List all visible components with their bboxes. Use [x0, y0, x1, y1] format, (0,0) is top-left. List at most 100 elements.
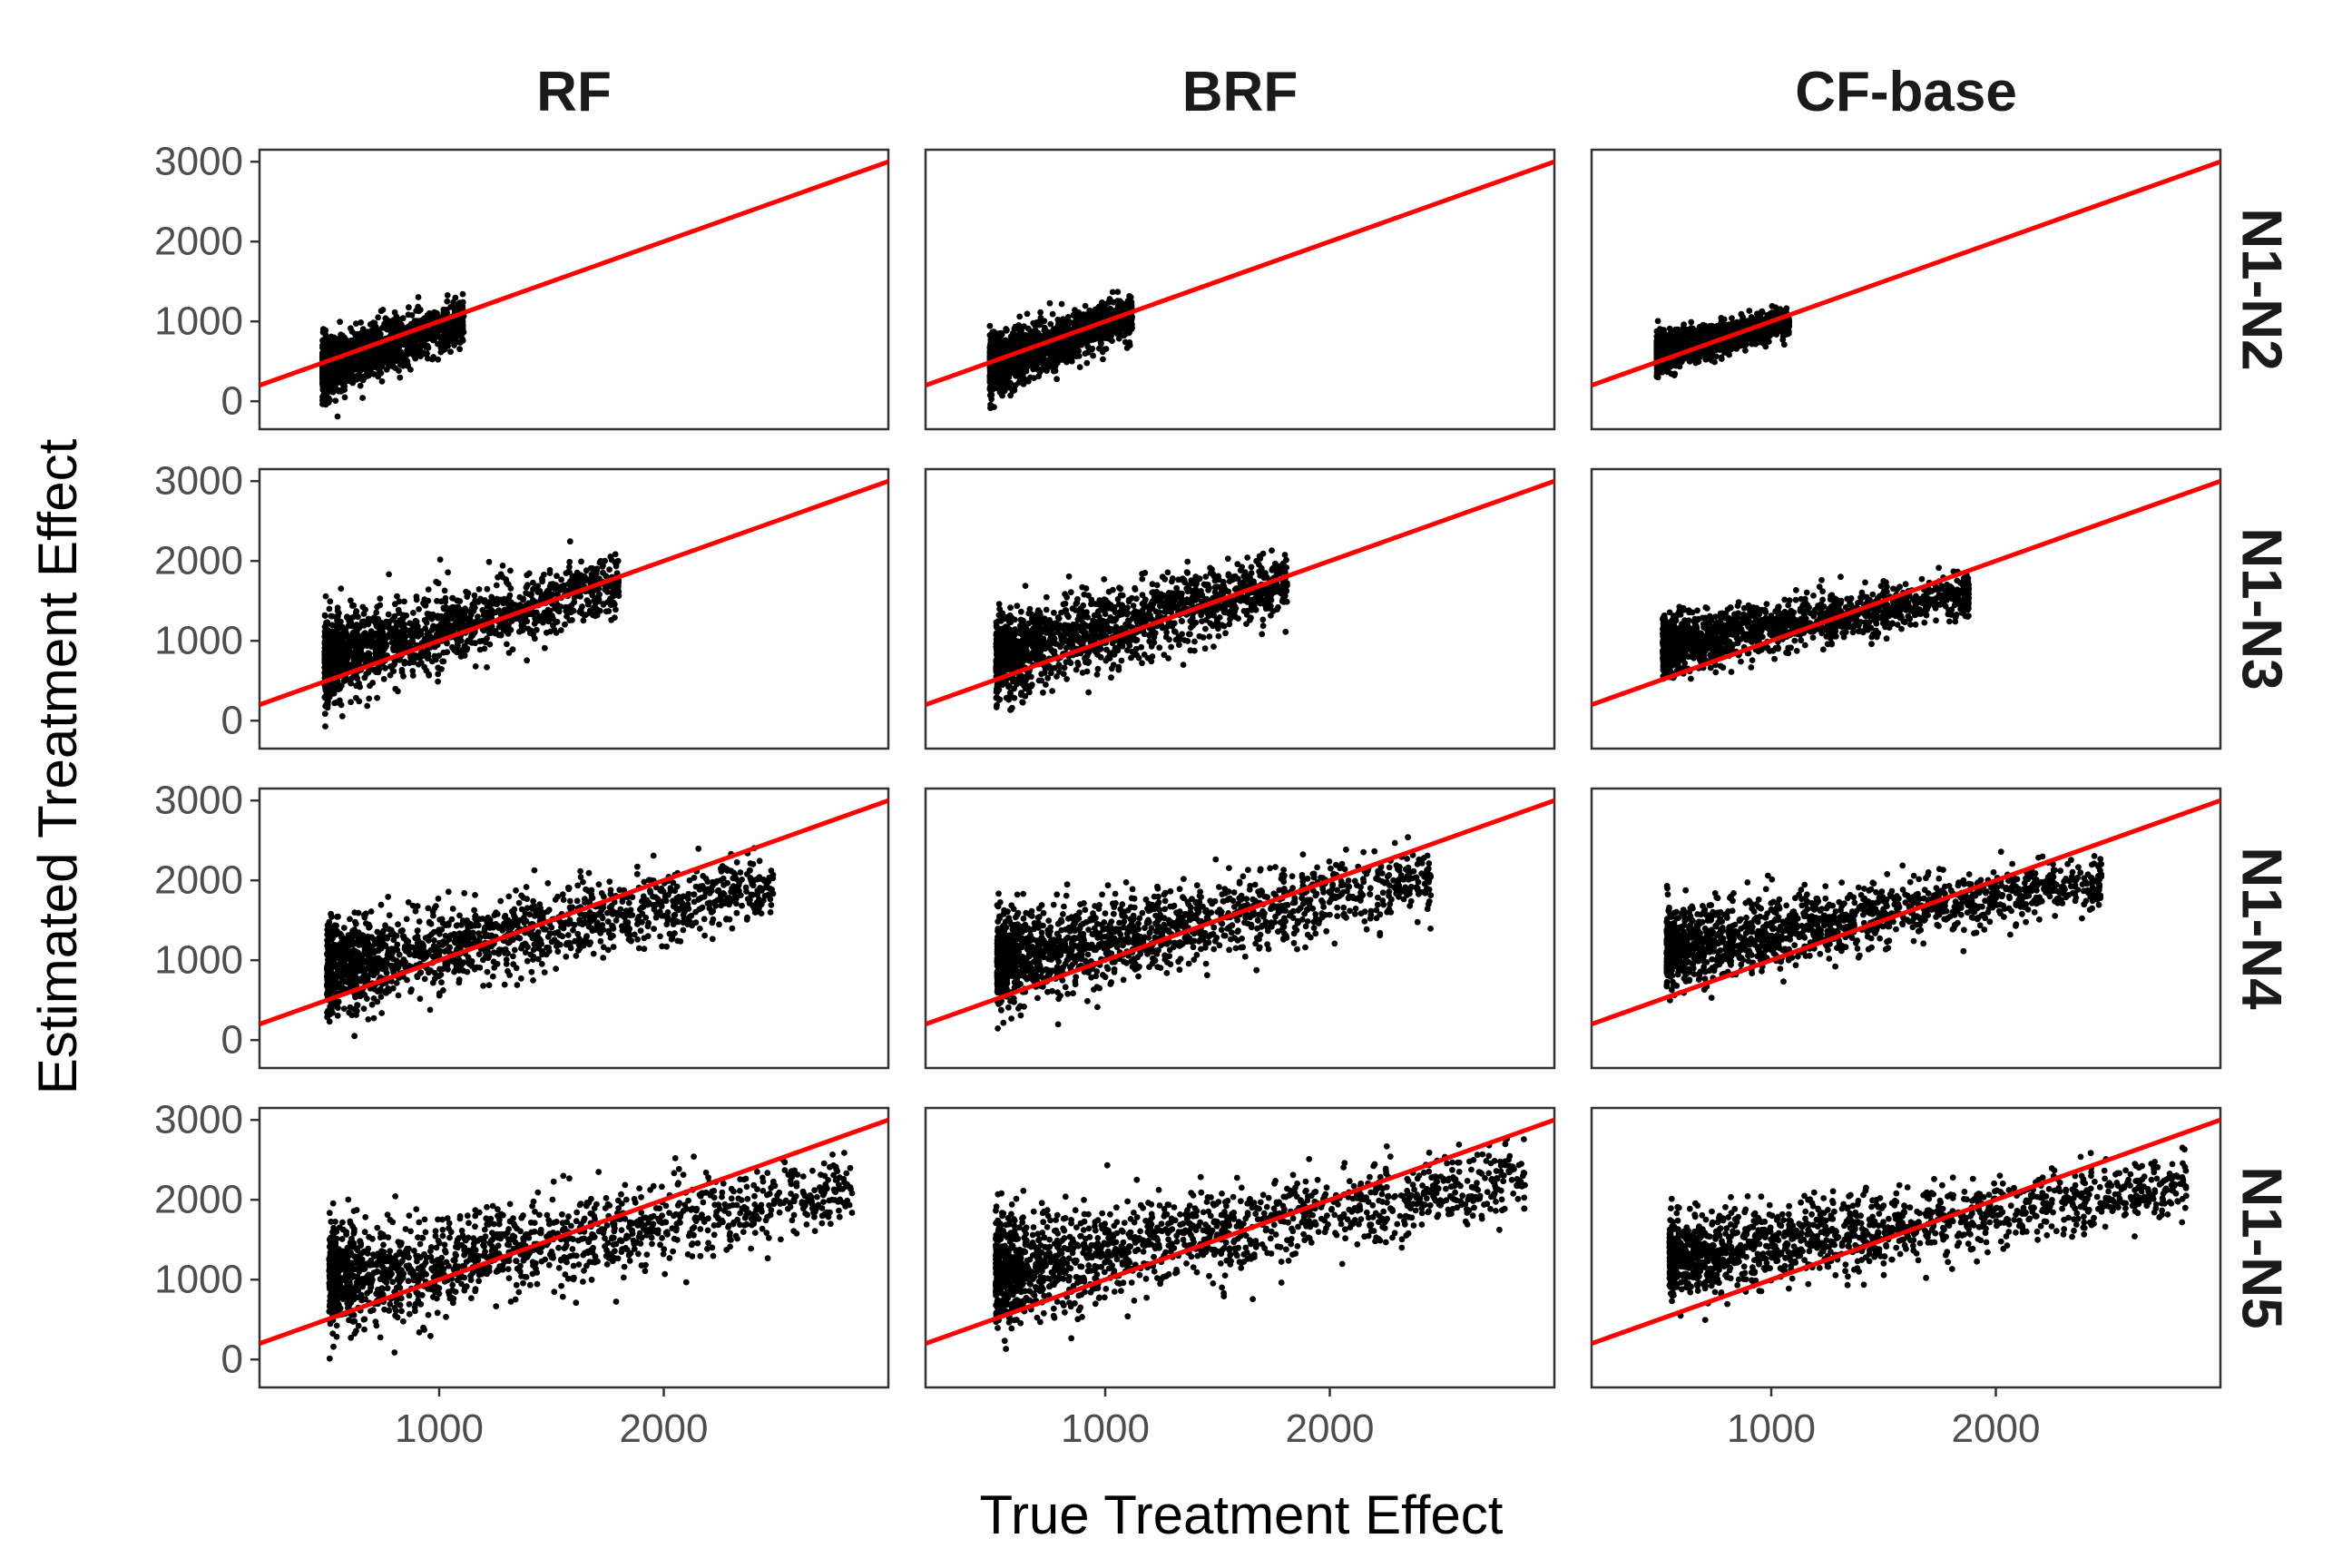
data-point [1093, 309, 1100, 316]
data-point [1685, 329, 1692, 337]
data-point [378, 363, 386, 370]
data-point [988, 396, 995, 403]
data-point [376, 354, 382, 360]
data-point [451, 342, 457, 348]
data-point [1024, 377, 1032, 385]
data-point [334, 413, 341, 420]
data-point [373, 609, 380, 616]
data-point [358, 350, 365, 358]
data-point [365, 328, 371, 336]
data-point [371, 319, 378, 327]
data-point [450, 299, 456, 306]
data-point [596, 591, 603, 598]
data-point [378, 377, 386, 385]
data-point [452, 335, 459, 342]
data-point [410, 610, 416, 616]
data-point [1128, 302, 1135, 309]
data-point [1035, 337, 1042, 344]
data-point [1020, 381, 1027, 387]
data-point [1666, 325, 1673, 332]
data-point [359, 395, 366, 401]
data-point [1037, 309, 1044, 316]
data-point [1002, 337, 1009, 344]
data-point [1046, 299, 1054, 307]
data-point [1035, 332, 1043, 338]
data-point [1780, 325, 1788, 332]
data-point [1728, 341, 1735, 348]
data-point [1037, 314, 1044, 321]
data-point [433, 331, 440, 338]
data-point [1016, 313, 1024, 320]
data-point [1709, 358, 1715, 364]
data-point [1718, 354, 1725, 361]
data-point [444, 292, 451, 299]
data-point [1702, 356, 1710, 363]
data-point [484, 664, 490, 671]
data-point [1756, 317, 1763, 323]
data-point [1110, 321, 1116, 328]
data-point [1030, 366, 1037, 373]
data-point [998, 367, 1005, 373]
data-point [341, 394, 348, 401]
data-point [1061, 352, 1067, 359]
column-strip-label: CF-base [1795, 61, 2017, 123]
data-point [1674, 334, 1681, 341]
data-point [422, 316, 429, 323]
data-point [1054, 376, 1060, 383]
data-point [1114, 289, 1122, 296]
data-point [1654, 374, 1661, 381]
data-point [393, 326, 400, 333]
data-point [1055, 329, 1063, 336]
data-point [447, 348, 454, 356]
data-point [992, 339, 999, 347]
data-point [341, 334, 348, 341]
data-point [1688, 318, 1695, 326]
data-point [1672, 328, 1680, 335]
data-point [1063, 358, 1070, 366]
data-point [1693, 355, 1700, 361]
data-point [456, 304, 462, 311]
data-point [1689, 353, 1695, 360]
data-point [358, 360, 366, 368]
data-point [475, 613, 481, 621]
data-point [1003, 376, 1010, 383]
data-point [1011, 358, 1018, 366]
data-point [421, 350, 428, 358]
data-point [1116, 298, 1123, 305]
data-point [1701, 347, 1708, 354]
data-point [1735, 336, 1742, 343]
data-point [436, 556, 444, 563]
data-point [399, 351, 406, 358]
data-point [1126, 293, 1132, 299]
data-point [1117, 330, 1123, 338]
data-point [397, 374, 404, 381]
data-point [411, 318, 418, 324]
data-point [1737, 323, 1744, 330]
data-point [1779, 337, 1787, 343]
data-point [566, 558, 573, 565]
data-point [404, 350, 411, 358]
data-point [406, 345, 413, 352]
data-point [1770, 311, 1778, 318]
data-point [349, 378, 356, 386]
data-point [345, 368, 351, 375]
data-point [1664, 368, 1671, 376]
data-point [1690, 329, 1698, 337]
data-point [1024, 338, 1031, 345]
data-point [1032, 327, 1039, 333]
data-point [459, 338, 466, 344]
row-strip-label: N1-N3 [2230, 527, 2293, 690]
data-point [418, 341, 425, 348]
data-point [391, 309, 398, 316]
row-strip-label: N1-N4 [2230, 847, 2293, 1010]
data-point [1105, 299, 1112, 306]
data-point [397, 319, 403, 326]
data-point [1661, 343, 1669, 349]
data-point [1729, 323, 1736, 330]
data-point [338, 347, 346, 354]
data-point [319, 374, 326, 380]
data-point [1095, 304, 1102, 310]
data-point [356, 371, 362, 378]
data-point [1011, 338, 1018, 346]
